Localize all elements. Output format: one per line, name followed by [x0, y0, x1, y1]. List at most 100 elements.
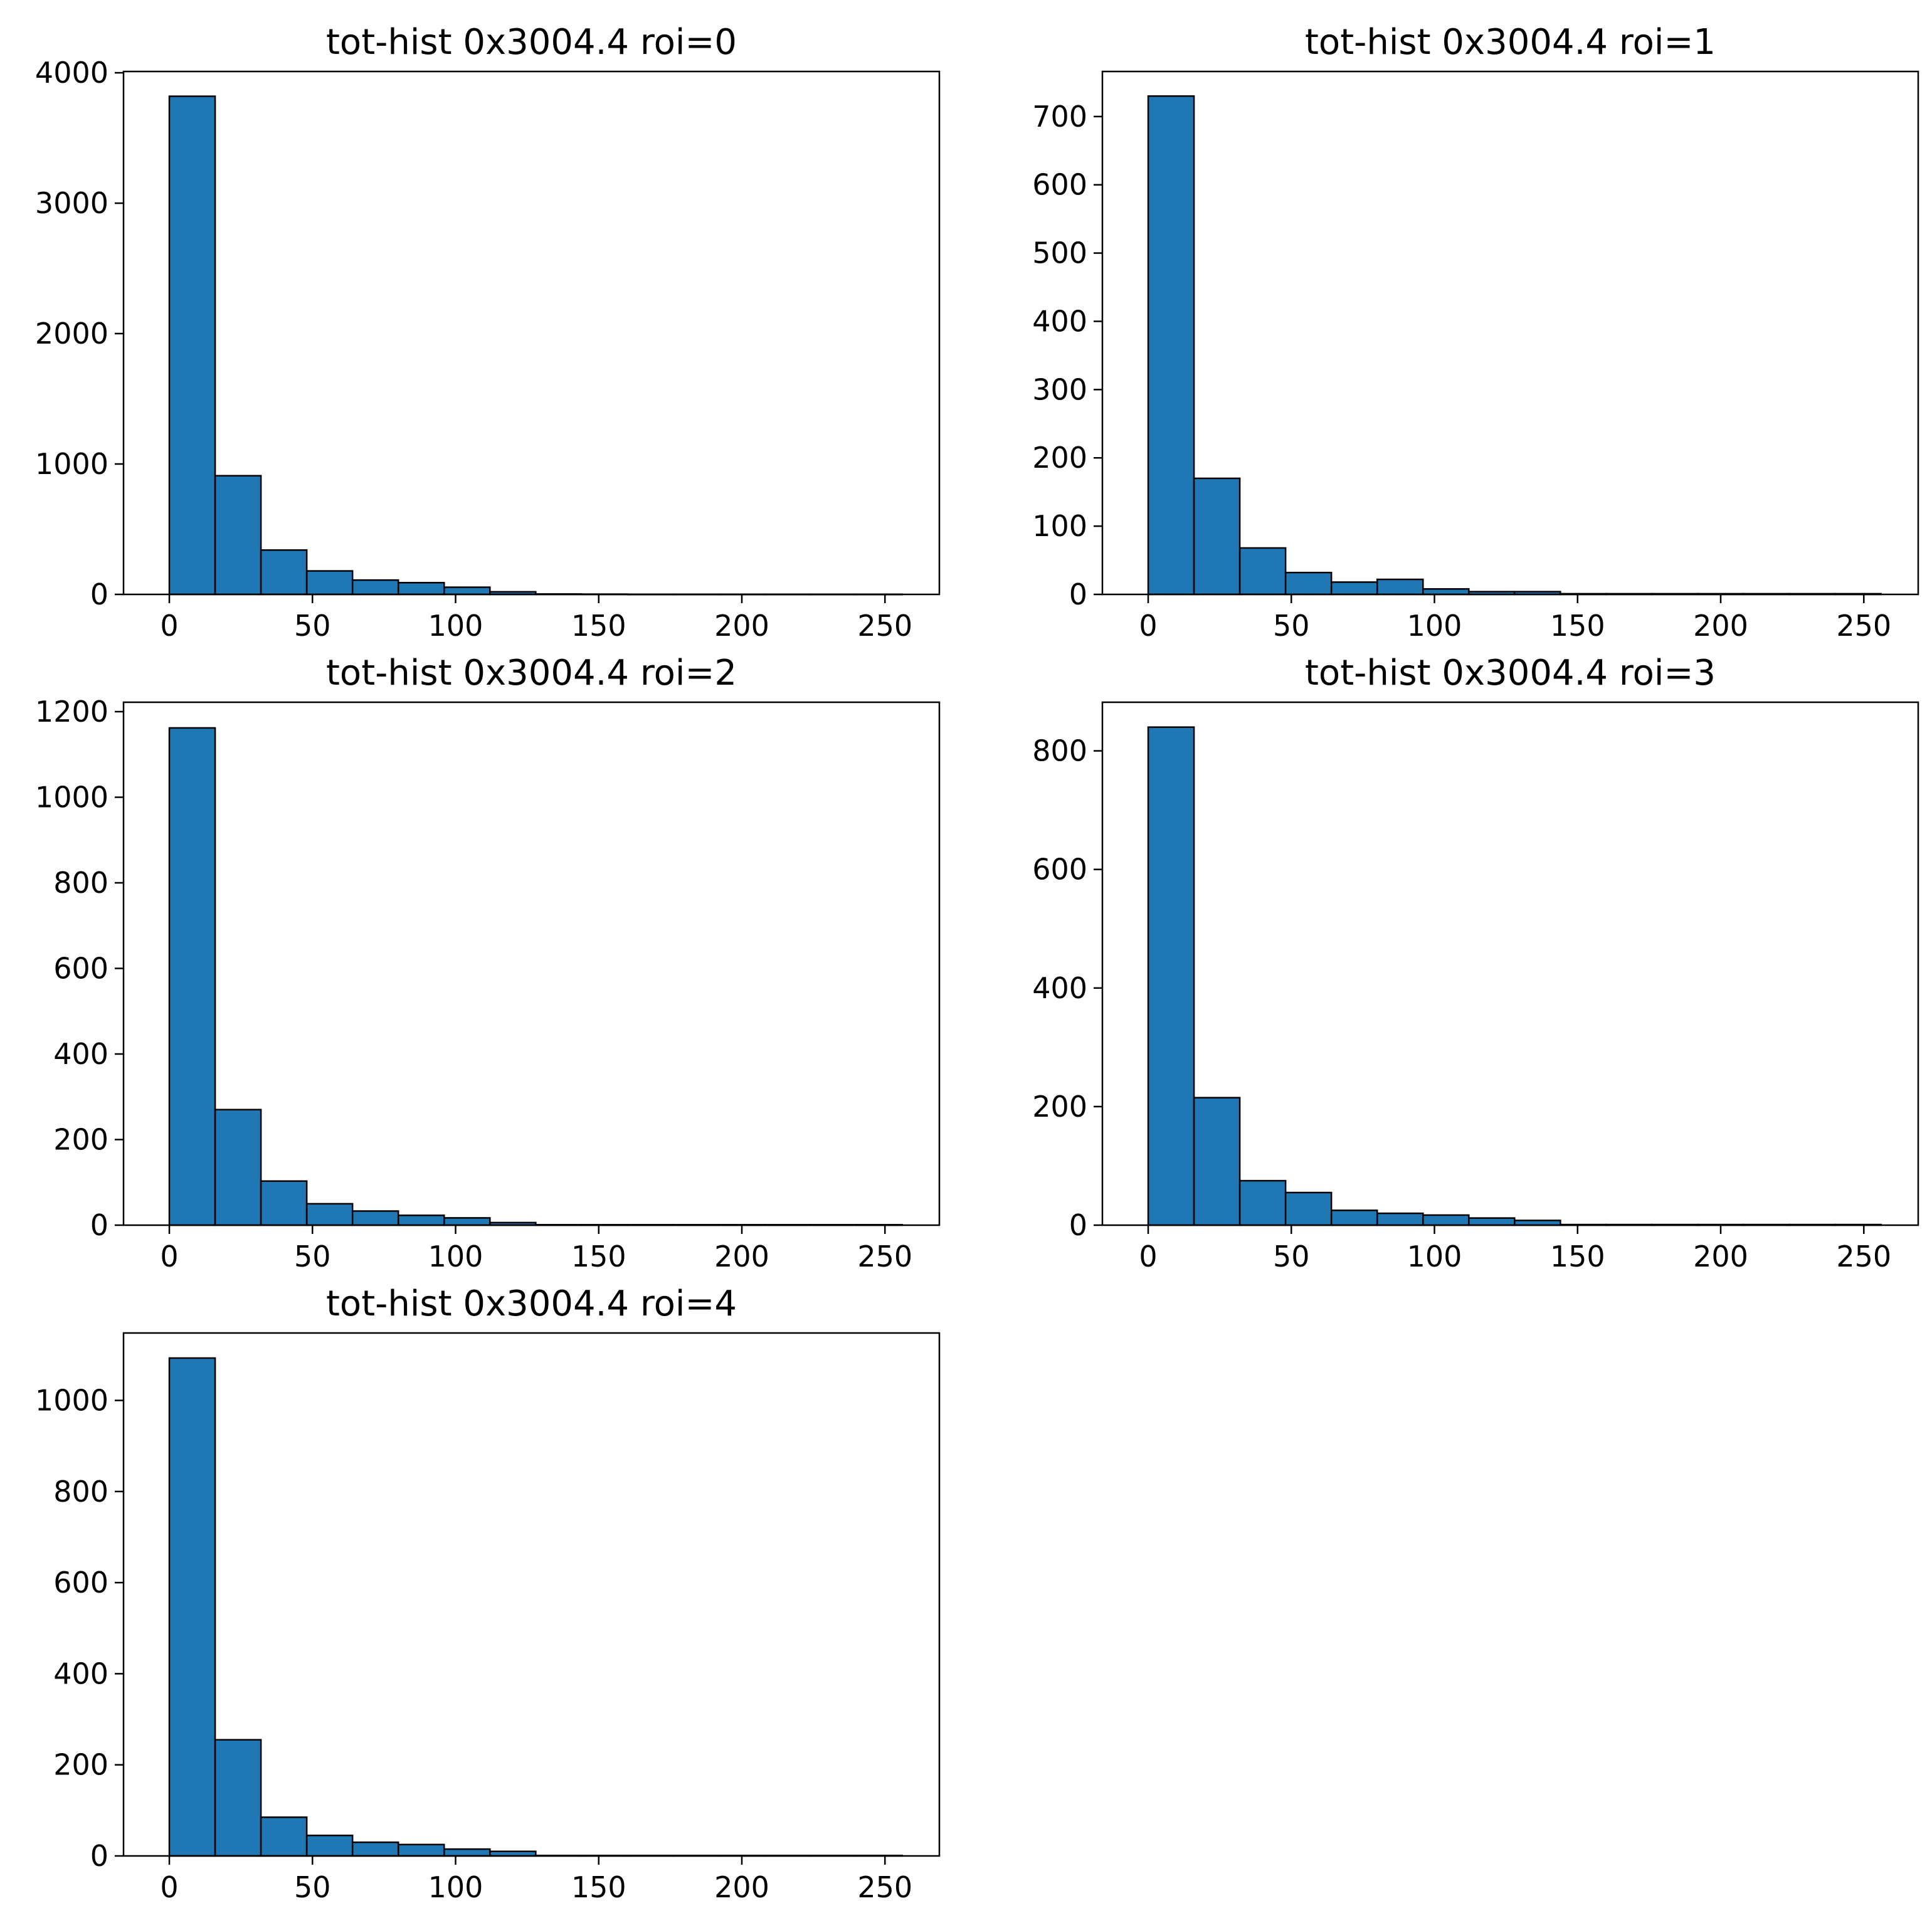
- histogram-bar: [260, 1180, 308, 1226]
- histogram-bar: [1330, 1209, 1378, 1226]
- histogram-bar: [260, 1816, 308, 1857]
- histogram-bar: [351, 579, 399, 596]
- y-tick-label: 400: [53, 1037, 108, 1071]
- y-tick-label: 1000: [35, 781, 108, 814]
- histogram-bar: [214, 1109, 262, 1226]
- chart-title: tot-hist 0x3004.4 roi=2: [326, 653, 737, 693]
- y-tick-label: 2000: [35, 317, 108, 350]
- y-tick-label: 200: [53, 1123, 108, 1157]
- x-tick-label: 200: [1693, 1240, 1748, 1273]
- y-tick-label: 1000: [35, 447, 108, 481]
- histogram-bar: [168, 727, 216, 1226]
- y-tick-label: 0: [90, 1839, 108, 1873]
- histogram-bar: [1468, 1217, 1516, 1226]
- x-tick-label: 150: [571, 1870, 626, 1904]
- axes-frame: [122, 1332, 941, 1857]
- histogram-bar: [443, 586, 491, 596]
- histogram-bar: [305, 570, 354, 596]
- x-tick-label: 250: [857, 1240, 912, 1273]
- histogram-bar: [1193, 477, 1241, 596]
- histogram-bar: [1238, 547, 1287, 596]
- x-tick-label: 100: [428, 1240, 483, 1273]
- y-tick-label: 3000: [35, 186, 108, 220]
- x-tick-label: 100: [428, 609, 483, 643]
- axes-frame: [122, 701, 941, 1226]
- x-tick-label: 200: [714, 1240, 769, 1273]
- x-tick-label: 0: [160, 1240, 178, 1273]
- x-tick-label: 50: [1273, 1240, 1310, 1273]
- x-tick-label: 250: [1836, 609, 1891, 643]
- histogram-bar: [443, 1217, 491, 1226]
- histogram-bar: [1238, 1179, 1287, 1226]
- x-tick-label: 150: [1550, 1240, 1605, 1273]
- histogram-bar: [214, 1739, 262, 1857]
- x-tick-label: 200: [1693, 609, 1748, 643]
- y-tick-label: 200: [1032, 441, 1087, 475]
- x-tick-label: 150: [1550, 609, 1605, 643]
- y-tick-label: 4000: [35, 56, 108, 90]
- histogram-bar: [1422, 1214, 1470, 1226]
- histogram-panel-roi-2: tot-hist 0x3004.4 roi=2 0 50 100 150 200 250 0 2…: [35, 653, 941, 1273]
- y-tick-label: 700: [1032, 100, 1087, 134]
- histogram-bar: [1376, 1212, 1424, 1226]
- x-tick-label: 250: [857, 609, 912, 643]
- y-tick-label: 0: [1069, 577, 1087, 611]
- histogram-bar: [1422, 588, 1470, 596]
- y-tick-label: 200: [53, 1748, 108, 1782]
- histogram-bar: [305, 1203, 354, 1226]
- y-tick-label: 0: [1069, 1208, 1087, 1242]
- y-tick-label: 500: [1032, 236, 1087, 270]
- y-tick-label: 600: [53, 952, 108, 986]
- histogram-bar: [168, 1357, 216, 1857]
- histogram-bar: [1376, 578, 1424, 596]
- histogram-bar: [351, 1210, 399, 1226]
- x-tick-label: 50: [294, 1870, 331, 1904]
- y-tick-label: 0: [90, 1208, 108, 1242]
- histogram-bar: [1330, 581, 1378, 596]
- y-tick-label: 400: [1032, 304, 1087, 338]
- y-tick-label: 0: [90, 577, 108, 611]
- histogram-bar: [1147, 726, 1195, 1226]
- y-tick-label: 600: [53, 1566, 108, 1599]
- y-tick-label: 600: [1032, 168, 1087, 202]
- x-tick-label: 0: [160, 609, 178, 643]
- chart-title: tot-hist 0x3004.4 roi=1: [1305, 22, 1716, 63]
- y-tick-label: 800: [53, 866, 108, 900]
- histogram-panel-roi-4: tot-hist 0x3004.4 roi=4 0 50 100 150 200 250 0 2…: [35, 1283, 941, 1904]
- x-tick-label: 100: [428, 1870, 483, 1904]
- x-tick-label: 200: [714, 1870, 769, 1904]
- x-tick-label: 0: [160, 1870, 178, 1904]
- histogram-panel-roi-0: tot-hist 0x3004.4 roi=0 0 50 100 150 200 250 0 1…: [35, 22, 941, 643]
- x-tick-label: 100: [1407, 1240, 1462, 1273]
- histogram-bar: [397, 1215, 445, 1226]
- histogram-bar: [1284, 1191, 1333, 1226]
- axes-frame: [1101, 701, 1919, 1226]
- histogram-bar: [351, 1841, 399, 1857]
- y-tick-label: 300: [1032, 372, 1087, 406]
- histogram-bar: [397, 582, 445, 596]
- y-tick-label: 400: [53, 1657, 108, 1690]
- y-tick-label: 800: [1032, 734, 1087, 768]
- axes-frame: [1101, 70, 1919, 596]
- chart-title: tot-hist 0x3004.4 roi=3: [1305, 653, 1716, 693]
- x-tick-label: 150: [571, 609, 626, 643]
- x-tick-label: 150: [571, 1240, 626, 1273]
- chart-title: tot-hist 0x3004.4 roi=0: [326, 22, 737, 63]
- histogram-bar: [1284, 571, 1333, 596]
- histogram-bar: [1193, 1097, 1241, 1226]
- histogram-bar: [168, 95, 216, 596]
- chart-title: tot-hist 0x3004.4 roi=4: [326, 1283, 737, 1324]
- histogram-panel-roi-3: tot-hist 0x3004.4 roi=3 0 50 100 150 200 250 0 2…: [1032, 653, 1919, 1273]
- x-tick-label: 50: [294, 609, 331, 643]
- y-tick-label: 1000: [35, 1384, 108, 1418]
- y-tick-label: 200: [1032, 1090, 1087, 1124]
- y-tick-label: 100: [1032, 509, 1087, 543]
- histogram-bar: [305, 1835, 354, 1857]
- histogram-bar: [443, 1848, 491, 1857]
- histogram-bar: [397, 1843, 445, 1857]
- x-tick-label: 250: [857, 1870, 912, 1904]
- histogram-bar: [1147, 95, 1195, 596]
- histogram-panel-roi-1: tot-hist 0x3004.4 roi=1 0 50 100 150 200 250 0 1…: [1032, 22, 1919, 643]
- y-tick-label: 1200: [35, 695, 108, 729]
